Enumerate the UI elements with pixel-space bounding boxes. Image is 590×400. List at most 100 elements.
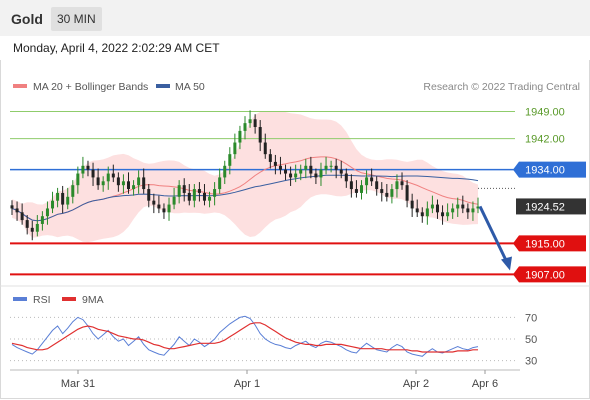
candle-body [339,169,343,174]
candle-body [197,189,201,193]
candle [415,199,419,217]
candle [40,211,44,231]
candle-body [248,119,252,124]
candle-body [370,177,374,182]
candle-body [10,205,14,209]
candle [456,197,460,217]
candle-body [116,177,120,186]
candle-body [15,208,19,213]
candle [446,203,450,221]
candle-body [278,165,282,170]
level-1915-00-label: 1915.00 [513,235,586,252]
candle [71,180,75,204]
candle-body [441,212,445,217]
candle [461,195,465,214]
candle [289,166,293,186]
candle [390,184,394,204]
rsi-panel: 70 50 30 [10,312,537,368]
candle [284,164,288,181]
rsi-tick-30: 30 [525,356,537,368]
candle-body [365,177,369,186]
candle [370,168,374,186]
candle-body [329,165,333,167]
candle-body [238,130,242,143]
candle [10,200,14,216]
candle [137,170,141,194]
candle [268,149,272,169]
candlesticks [10,110,480,241]
candle [162,203,166,219]
candle [157,195,161,214]
candle [45,201,49,225]
candle [51,191,55,214]
candle [121,174,125,194]
candle [142,168,146,194]
moving-averages [11,156,479,222]
candle [349,174,353,198]
top-bar: Gold 30 MIN [0,0,590,36]
candle [258,120,262,152]
candle-body [96,177,100,186]
rsi-legend-label: RSI [33,294,51,306]
candle [380,182,384,202]
x-tick-label: Apr 2 [403,378,429,390]
candle-body [319,169,323,178]
candle-body [177,185,181,197]
candle-body [223,165,227,178]
candle [253,114,257,134]
candle-body [289,173,293,178]
candle-body [380,189,384,193]
candle-body [446,212,450,217]
candle [304,158,308,179]
candle [167,197,171,221]
candle-body [40,216,44,224]
candle [187,184,191,206]
candle-body [56,192,60,201]
level-1924-52-label-bg [516,198,586,215]
candle [314,168,318,185]
candle-body [45,208,49,217]
candle-body [253,119,257,128]
candle-body [202,192,206,201]
candle-body [233,142,237,155]
candle [385,184,389,202]
candle-body [187,192,191,201]
candle [400,172,404,190]
candle-body [243,123,247,131]
candle-body [263,142,267,155]
candle-body [304,165,308,170]
candle [182,178,186,202]
rsi-line [11,315,479,357]
candle [405,180,409,208]
candle [132,180,136,196]
level-1934-00-label: 1934.00 [513,161,586,178]
candle-body [228,154,232,166]
candle-body [258,127,262,143]
candle [86,160,90,177]
candle [202,184,206,206]
candle-body [451,208,455,213]
candle-body [359,185,364,193]
candle [441,205,445,225]
candle-body [299,169,303,174]
level-1915-00-label-text: 1915.00 [525,238,565,250]
candle-body [405,185,409,201]
candle [208,191,212,208]
candle [147,184,151,208]
candle [299,164,303,181]
candle [152,193,156,214]
candle [91,162,95,186]
ma50-line [11,174,479,222]
candle [375,176,379,196]
candle-body [344,173,348,182]
candle [339,160,343,179]
candle [228,147,232,175]
candle [420,207,424,223]
candle [218,168,222,194]
candle [192,184,196,208]
candle [430,195,434,214]
timeframe-button[interactable]: 30 MIN [51,7,102,31]
forecast-arrow [478,205,512,271]
candle [359,180,364,200]
candle-body [385,192,389,197]
